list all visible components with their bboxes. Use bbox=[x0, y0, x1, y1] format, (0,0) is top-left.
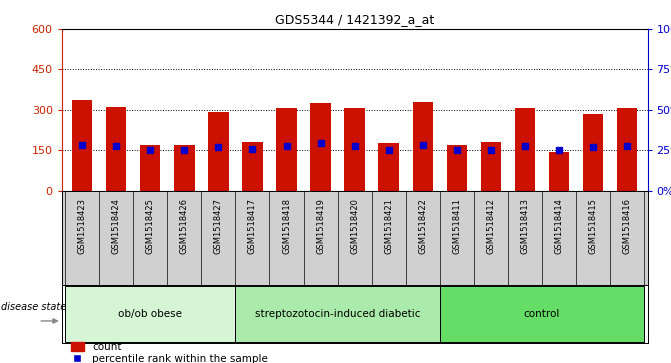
Text: GSM1518422: GSM1518422 bbox=[418, 198, 427, 254]
Bar bbox=[72, 101, 93, 191]
Text: GSM1518413: GSM1518413 bbox=[521, 198, 529, 254]
Text: GSM1518418: GSM1518418 bbox=[282, 198, 291, 254]
Bar bbox=[276, 109, 297, 191]
Title: GDS5344 / 1421392_a_at: GDS5344 / 1421392_a_at bbox=[275, 13, 434, 26]
Text: GSM1518426: GSM1518426 bbox=[180, 198, 189, 254]
Bar bbox=[106, 107, 126, 191]
Text: GSM1518417: GSM1518417 bbox=[248, 198, 257, 254]
Text: GSM1518421: GSM1518421 bbox=[384, 198, 393, 254]
Bar bbox=[344, 109, 365, 191]
Text: GSM1518427: GSM1518427 bbox=[214, 198, 223, 254]
Bar bbox=[378, 143, 399, 191]
Bar bbox=[515, 109, 535, 191]
Legend: count, percentile rank within the sample: count, percentile rank within the sample bbox=[67, 338, 272, 363]
Bar bbox=[174, 145, 195, 191]
Bar bbox=[413, 102, 433, 191]
Text: control: control bbox=[524, 309, 560, 319]
Bar bbox=[140, 145, 160, 191]
Text: GSM1518415: GSM1518415 bbox=[588, 198, 597, 254]
Bar bbox=[447, 145, 467, 191]
Bar bbox=[549, 152, 569, 191]
Text: GSM1518416: GSM1518416 bbox=[623, 198, 631, 254]
Text: GSM1518424: GSM1518424 bbox=[112, 198, 121, 254]
Text: GSM1518412: GSM1518412 bbox=[486, 198, 495, 254]
Bar bbox=[583, 114, 603, 191]
FancyBboxPatch shape bbox=[65, 286, 236, 342]
Text: GSM1518420: GSM1518420 bbox=[350, 198, 359, 254]
Text: ob/ob obese: ob/ob obese bbox=[118, 309, 183, 319]
FancyBboxPatch shape bbox=[440, 286, 644, 342]
Text: GSM1518425: GSM1518425 bbox=[146, 198, 155, 254]
FancyBboxPatch shape bbox=[236, 286, 440, 342]
Bar bbox=[617, 108, 637, 191]
Text: disease state: disease state bbox=[1, 302, 66, 312]
Text: GSM1518419: GSM1518419 bbox=[316, 198, 325, 254]
Bar bbox=[480, 142, 501, 191]
Bar bbox=[311, 103, 331, 191]
Bar bbox=[208, 113, 229, 191]
Bar bbox=[242, 142, 262, 191]
Text: GSM1518423: GSM1518423 bbox=[78, 198, 87, 254]
Text: streptozotocin-induced diabetic: streptozotocin-induced diabetic bbox=[255, 309, 420, 319]
Text: GSM1518411: GSM1518411 bbox=[452, 198, 461, 254]
Text: GSM1518414: GSM1518414 bbox=[554, 198, 564, 254]
